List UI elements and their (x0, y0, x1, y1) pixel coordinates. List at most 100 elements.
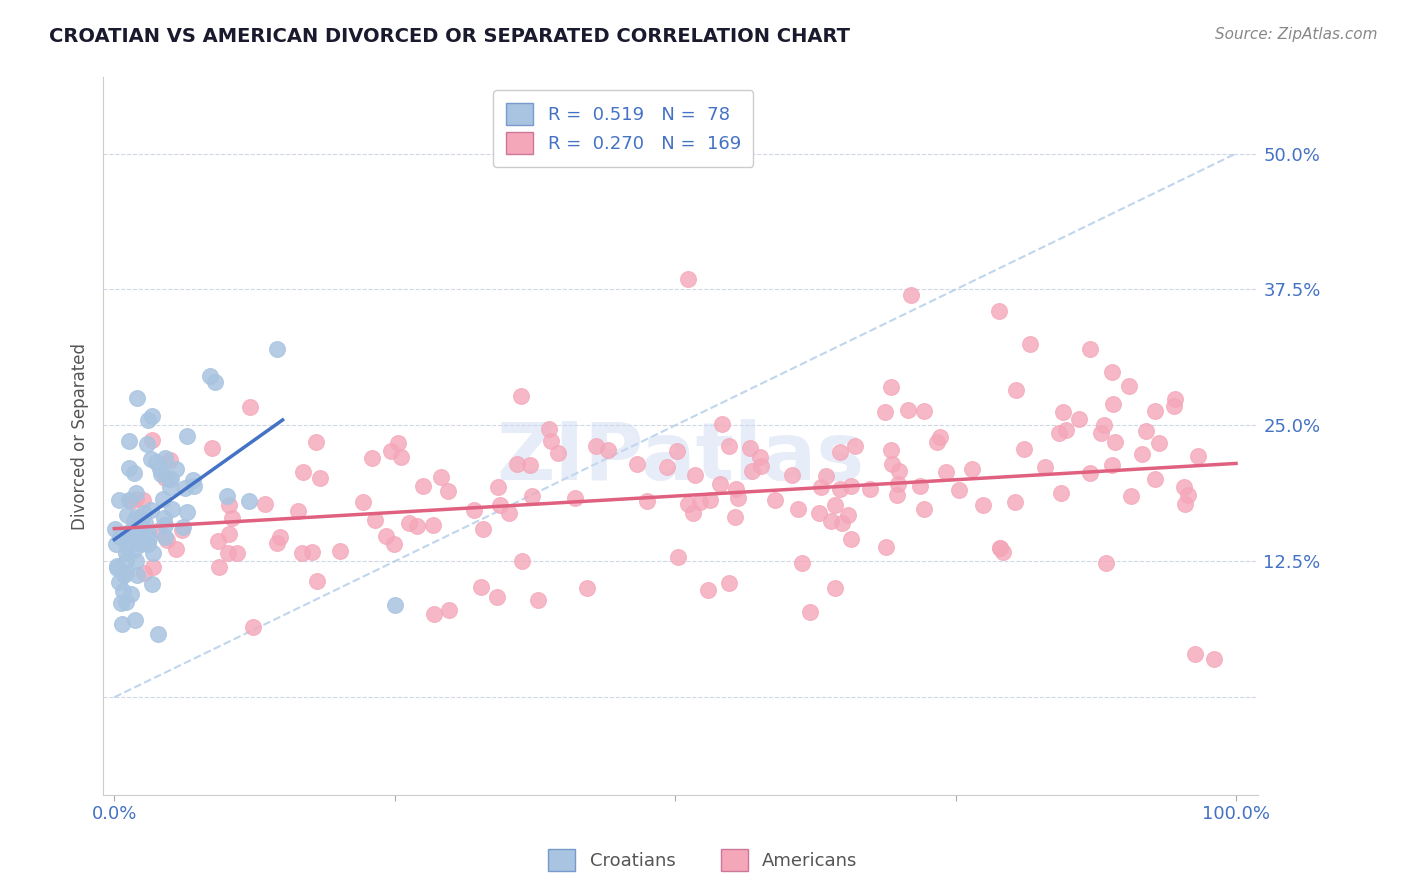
Point (217, 546, 239, 560)
Point (824, 581, 846, 595)
Point (152, 491, 174, 506)
Legend: R =  0.519   N =  78, R =  0.270   N =  169: R = 0.519 N = 78, R = 0.270 N = 169 (494, 90, 754, 167)
Point (724, 509, 747, 524)
Point (125, 509, 148, 524)
Point (682, 506, 704, 520)
Point (1163, 399, 1185, 413)
Point (204, 375, 226, 389)
Point (837, 508, 859, 523)
Point (928, 429, 950, 443)
Point (159, 480, 181, 494)
Point (522, 490, 544, 504)
Point (114, 546, 136, 560)
Point (112, 583, 135, 598)
Point (266, 536, 288, 550)
Point (108, 531, 131, 545)
Point (266, 343, 288, 357)
Point (375, 529, 398, 543)
Point (157, 472, 180, 486)
Point (122, 466, 145, 480)
Point (470, 581, 492, 595)
Point (153, 530, 176, 544)
Point (309, 471, 332, 485)
Point (900, 288, 922, 302)
Point (547, 446, 569, 460)
Point (787, 502, 810, 516)
Point (118, 530, 141, 544)
Point (1095, 557, 1118, 571)
Point (1052, 404, 1074, 418)
Point (463, 502, 485, 516)
Point (1143, 404, 1166, 418)
Point (141, 452, 163, 467)
Point (115, 554, 138, 568)
Point (988, 304, 1011, 318)
Point (727, 491, 749, 505)
Point (242, 620, 264, 634)
Point (810, 481, 832, 495)
Point (136, 536, 159, 550)
Point (138, 531, 160, 545)
Point (873, 405, 896, 419)
Point (960, 462, 983, 476)
Point (129, 519, 152, 533)
Point (142, 560, 165, 574)
Point (839, 533, 862, 547)
Point (575, 581, 598, 595)
Point (564, 491, 586, 506)
Legend: Croatians, Americans: Croatians, Americans (541, 842, 865, 879)
Point (1149, 436, 1171, 450)
Point (118, 493, 141, 508)
Point (105, 559, 128, 574)
Point (763, 492, 786, 507)
Point (1184, 647, 1206, 661)
Point (1078, 467, 1101, 481)
Point (879, 442, 901, 457)
Point (509, 389, 531, 403)
Point (887, 464, 910, 478)
Point (329, 544, 352, 558)
Point (148, 523, 170, 537)
Point (748, 450, 770, 464)
Point (808, 506, 831, 520)
Point (437, 483, 460, 498)
Point (1005, 383, 1028, 397)
Point (1144, 473, 1167, 487)
Point (145, 454, 167, 468)
Point (114, 595, 136, 609)
Point (176, 429, 198, 443)
Point (1174, 497, 1197, 511)
Point (105, 561, 128, 575)
Point (115, 541, 138, 555)
Point (132, 566, 155, 580)
Point (115, 508, 138, 523)
Point (122, 543, 145, 558)
Point (142, 546, 165, 560)
Point (879, 380, 901, 394)
Point (886, 488, 908, 502)
Point (134, 516, 156, 530)
Point (129, 537, 152, 551)
Point (292, 465, 315, 479)
Point (1104, 434, 1126, 449)
Point (125, 553, 148, 567)
Point (201, 441, 224, 455)
Point (685, 468, 707, 483)
Point (598, 443, 620, 458)
Point (218, 498, 240, 512)
Point (221, 511, 243, 525)
Point (718, 439, 741, 453)
Point (912, 404, 935, 418)
Point (828, 444, 851, 458)
Point (717, 576, 740, 591)
Point (828, 483, 851, 497)
Point (380, 444, 402, 458)
Point (159, 453, 181, 467)
Point (107, 493, 129, 508)
Point (908, 479, 931, 493)
Text: CROATIAN VS AMERICAN DIVORCED OR SEPARATED CORRELATION CHART: CROATIAN VS AMERICAN DIVORCED OR SEPARAT… (49, 27, 851, 45)
Point (1202, 652, 1225, 666)
Point (128, 516, 150, 530)
Point (636, 494, 658, 508)
Point (839, 479, 862, 493)
